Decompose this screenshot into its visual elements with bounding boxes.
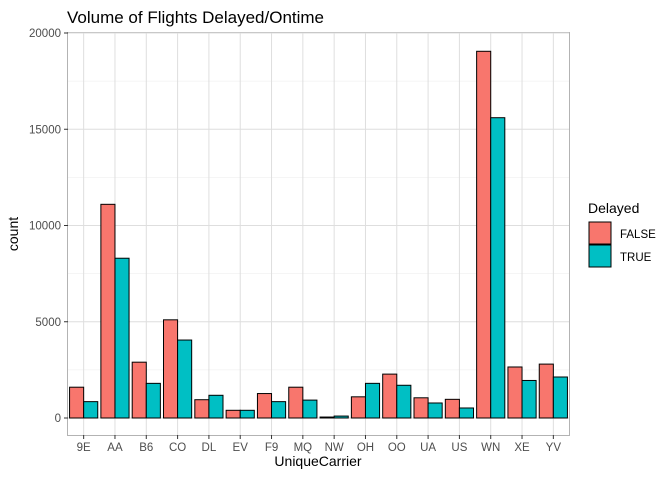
- bar-EV-TRUE: [239, 409, 255, 419]
- bar-DL-TRUE: [208, 394, 224, 419]
- bar-OH-TRUE: [364, 382, 381, 419]
- bars: [69, 50, 568, 419]
- y-axis-title: count: [5, 217, 21, 251]
- bar-UA-TRUE: [427, 402, 443, 419]
- bar-WN-TRUE: [490, 117, 506, 419]
- bar-AA-FALSE: [100, 203, 116, 419]
- y-tick-label: 10000: [29, 221, 61, 233]
- x-tick-label-EV: EV: [233, 442, 249, 454]
- bar-CO-FALSE: [163, 319, 179, 419]
- x-tick-label-F9: F9: [265, 442, 278, 454]
- bar-AA-TRUE: [114, 257, 130, 419]
- legend-key-false: [588, 221, 612, 245]
- bar-NW-FALSE: [319, 416, 335, 419]
- x-axis: 9E AA B6 CO DL EV F9 MQ NW OH OO UA US WN XE YV: [77, 435, 562, 454]
- x-tick-label-B6: B6: [139, 442, 153, 454]
- bar-DL-FALSE: [194, 399, 210, 419]
- x-tick-label-WN: WN: [481, 442, 500, 454]
- x-tick-label-AA: AA: [107, 442, 123, 454]
- legend-label-true: TRUE: [620, 252, 652, 264]
- bar-F9-FALSE: [256, 393, 273, 419]
- bar-US-FALSE: [444, 398, 460, 419]
- x-tick-label-9E: 9E: [77, 442, 91, 454]
- x-tick-label-YV: YV: [546, 442, 562, 454]
- bar-XE-TRUE: [521, 379, 537, 419]
- bar-OH-FALSE: [350, 396, 366, 419]
- bar-OO-TRUE: [396, 384, 412, 419]
- x-tick-label-UA: UA: [420, 442, 436, 454]
- y-tick-label: 0: [55, 413, 61, 425]
- bar-UA-FALSE: [413, 397, 429, 419]
- bar-9E-TRUE: [83, 401, 99, 419]
- y-tick-label: 20000: [29, 28, 61, 40]
- legend-label-false: FALSE: [620, 229, 656, 241]
- y-axis: 0 5000 10000 15000 20000: [29, 28, 68, 425]
- x-tick-label-XE: XE: [514, 442, 530, 454]
- bar-MQ-FALSE: [288, 386, 304, 419]
- x-tick-label-US: US: [451, 442, 467, 454]
- bar-B6-TRUE: [145, 382, 161, 419]
- bar-F9-TRUE: [271, 401, 287, 419]
- x-tick-label-CO: CO: [169, 442, 186, 454]
- chart-title: Volume of Flights Delayed/Ontime: [67, 8, 324, 27]
- bar-OO-FALSE: [382, 373, 398, 419]
- bar-9E-FALSE: [69, 386, 85, 419]
- x-tick-label-OH: OH: [357, 442, 374, 454]
- bar-CO-TRUE: [177, 339, 193, 419]
- legend-key-true: [588, 244, 612, 268]
- y-tick-label: 5000: [35, 317, 61, 329]
- legend-title: Delayed: [588, 200, 639, 216]
- bar-US-TRUE: [458, 407, 475, 419]
- x-tick-label-MQ: MQ: [294, 442, 313, 454]
- bar-XE-FALSE: [507, 366, 523, 419]
- bar-B6-FALSE: [131, 361, 147, 419]
- x-tick-label-NW: NW: [325, 442, 344, 454]
- bar-EV-FALSE: [225, 409, 241, 419]
- bar-WN-FALSE: [476, 50, 492, 419]
- x-tick-label-OO: OO: [388, 442, 406, 454]
- y-tick-label: 15000: [29, 124, 61, 136]
- bar-NW-TRUE: [333, 415, 349, 419]
- bar-YV-FALSE: [538, 363, 554, 419]
- x-axis-title: UniqueCarrier: [274, 453, 361, 469]
- x-tick-label-DL: DL: [202, 442, 217, 454]
- legend: Delayed FALSE TRUE: [588, 200, 656, 268]
- bar-YV-TRUE: [552, 376, 568, 419]
- bar-MQ-TRUE: [302, 399, 318, 419]
